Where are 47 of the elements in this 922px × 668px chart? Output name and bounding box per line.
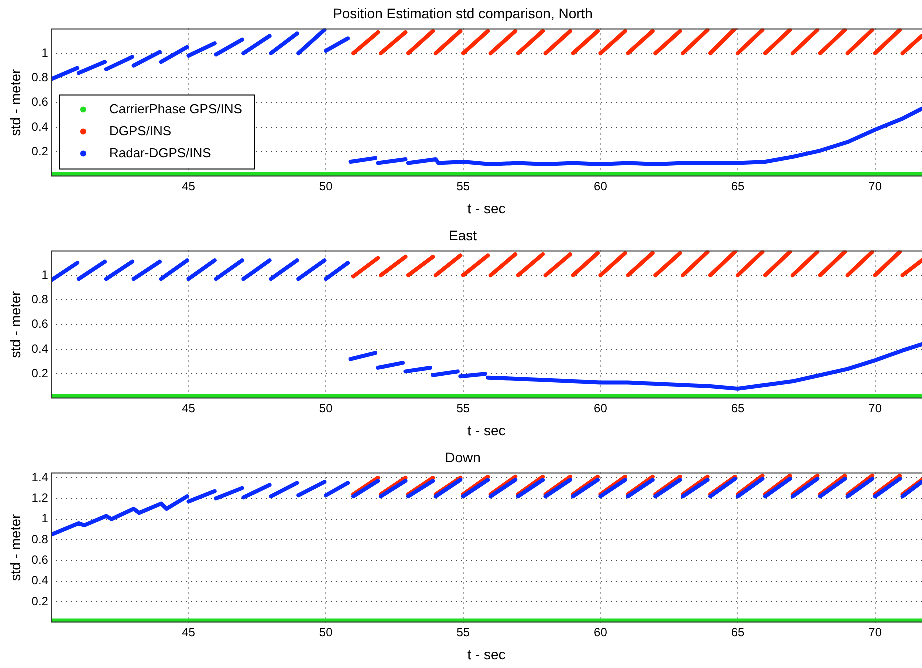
x-tick-label: 45 bbox=[182, 179, 196, 194]
y-axis-title: std - meter bbox=[7, 514, 24, 582]
x-tick-label: 60 bbox=[594, 401, 608, 416]
y-tick-label: 1 bbox=[42, 46, 49, 60]
y-tick-label: 0.6 bbox=[32, 553, 49, 568]
legend-label: CarrierPhase GPS/INS bbox=[109, 101, 243, 116]
x-tick-label: 50 bbox=[319, 179, 334, 194]
chart-title: East bbox=[448, 227, 478, 244]
x-tick-label: 55 bbox=[456, 179, 470, 194]
x-axis-title: t - sec bbox=[468, 200, 506, 216]
y-tick-label: 0.8 bbox=[32, 70, 49, 84]
y-tick-label: 0.2 bbox=[32, 144, 49, 158]
x-tick-label: 45 bbox=[182, 401, 196, 416]
y-tick-label: 0.8 bbox=[32, 532, 49, 546]
y-tick-label: 0.8 bbox=[32, 292, 49, 306]
y-tick-label: 0.4 bbox=[32, 120, 49, 134]
x-axis-title: t - sec bbox=[468, 422, 506, 438]
y-axis-title: std - meter bbox=[7, 291, 24, 358]
x-tick-label: 70 bbox=[868, 179, 882, 194]
x-tick-label: 70 bbox=[868, 401, 882, 416]
x-tick-label: 70 bbox=[868, 625, 882, 640]
x-tick-label: 45 bbox=[182, 625, 196, 640]
x-tick-label: 50 bbox=[319, 625, 334, 640]
y-tick-label: 1.4 bbox=[32, 470, 49, 484]
x-axis-title: t - sec bbox=[468, 646, 506, 662]
x-tick-label: 60 bbox=[594, 179, 608, 194]
y-axis-title: std - meter bbox=[7, 69, 24, 136]
legend-label: Radar-DGPS/INS bbox=[109, 145, 212, 160]
x-tick-label: 50 bbox=[319, 401, 334, 416]
y-tick-label: 0.2 bbox=[32, 366, 49, 380]
x-tick-label: 65 bbox=[731, 179, 746, 194]
y-tick-label: 1 bbox=[42, 268, 49, 282]
y-tick-label: 0.2 bbox=[32, 594, 49, 608]
y-tick-label: 0.4 bbox=[32, 574, 49, 588]
x-tick-label: 65 bbox=[731, 401, 746, 416]
y-tick-label: 0.4 bbox=[32, 342, 49, 356]
x-tick-label: 60 bbox=[594, 625, 608, 640]
y-tick-label: 0.6 bbox=[32, 317, 49, 332]
legend-label: DGPS/INS bbox=[109, 123, 172, 138]
x-tick-label: 55 bbox=[456, 401, 470, 416]
x-tick-label: 65 bbox=[731, 625, 746, 640]
y-tick-label: 1 bbox=[42, 512, 49, 526]
chart-title: Position Estimation std comparison, North bbox=[333, 5, 593, 22]
y-tick-label: 0.6 bbox=[32, 95, 49, 110]
y-tick-label: 1.2 bbox=[32, 490, 49, 505]
x-tick-label: 55 bbox=[456, 625, 470, 640]
chart-title: Down bbox=[445, 449, 481, 466]
